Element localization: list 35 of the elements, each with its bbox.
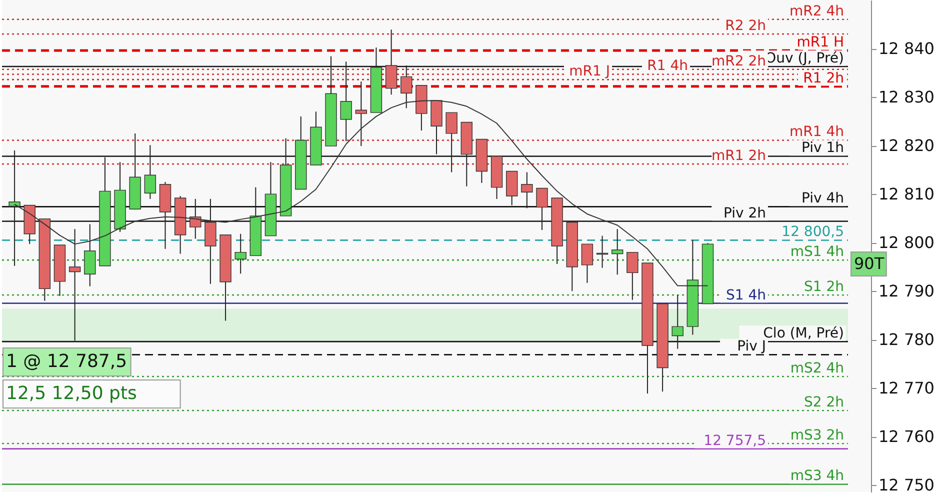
ref-line-label: mR2 2h <box>711 53 766 70</box>
y-tick-label: 12 800 <box>878 233 934 252</box>
ref-line-label: mR2 4h <box>789 3 844 20</box>
ref-line-label: Piv 4h <box>801 190 844 207</box>
ref-line-label: S1 4h <box>726 287 766 304</box>
text: 90T <box>854 254 884 273</box>
y-tick-label: 12 820 <box>878 136 934 156</box>
ref-line-label: R1 2h <box>803 70 844 86</box>
y-tick-label: 12 790 <box>878 282 934 301</box>
y-tick-label: 12 760 <box>878 427 934 446</box>
ref-line-label: R2 2h <box>725 18 766 34</box>
y-tick-label: 12 750 <box>878 476 934 494</box>
y-tick-label: 12 770 <box>878 378 934 398</box>
ref-line-label: R1 4h <box>647 58 688 74</box>
y-tick-label: 12 780 <box>878 330 934 350</box>
ref-line-label: Piv 2h <box>723 205 766 222</box>
ref-line-label: S1 2h <box>804 279 844 296</box>
ref-line-label: mR1 4h <box>789 124 844 140</box>
ref-line-label: 12 800,5 <box>782 224 844 240</box>
ref-line-label: Piv 1h <box>801 140 844 156</box>
ref-line-label: mS1 4h <box>790 244 844 260</box>
ref-line-label: mS3 4h <box>790 468 844 484</box>
annotation: 1 @ 12 787,5 <box>6 351 128 372</box>
y-tick-label: 12 840 <box>878 39 934 58</box>
ref-line-label: mR1 J <box>569 64 610 80</box>
ref-line-label: Piv J <box>737 338 766 355</box>
ref-line-label: 12 757,5 <box>704 432 766 449</box>
y-tick-label: 12 830 <box>878 88 934 107</box>
y-tick-label: 12 810 <box>878 184 934 204</box>
ref-line-label: mR1 2h <box>711 148 766 164</box>
ref-line-label: mR1 H <box>796 34 844 50</box>
annotation: 12,5 12,50 pts <box>6 383 137 404</box>
ref-line-label: mS3 2h <box>790 427 844 444</box>
ref-line-label: S2 2h <box>804 394 844 410</box>
ref-line-label: mS2 4h <box>790 360 844 377</box>
